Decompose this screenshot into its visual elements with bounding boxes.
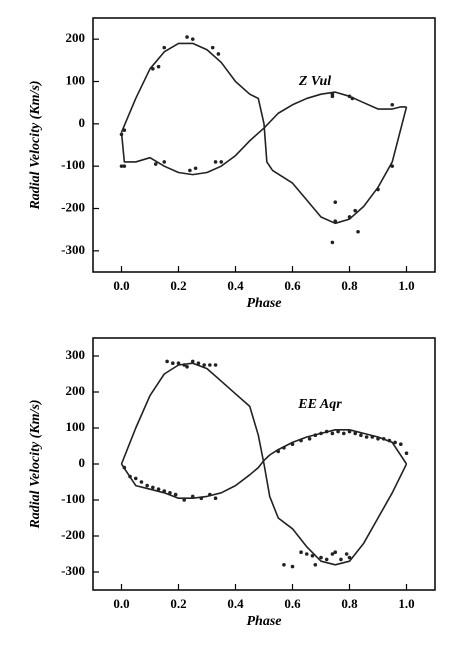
data-point	[216, 52, 221, 56]
data-point	[162, 45, 167, 50]
data-point	[190, 359, 195, 364]
x-tick-label: 0.0	[113, 596, 129, 611]
data-point	[202, 363, 206, 367]
data-point	[310, 554, 315, 558]
data-point	[344, 552, 349, 556]
x-tick-label: 0.8	[341, 596, 358, 611]
data-point	[290, 564, 295, 569]
y-tick-label: 100	[66, 72, 86, 87]
x-tick-label: 0.4	[227, 596, 244, 611]
y-tick-label: -100	[61, 157, 85, 172]
data-point	[313, 563, 318, 567]
y-tick-label: -100	[61, 491, 85, 506]
data-point	[390, 164, 395, 168]
data-point	[307, 437, 312, 441]
data-point	[213, 160, 218, 164]
y-tick-label: -200	[61, 199, 85, 214]
y-tick-label: 0	[79, 115, 86, 130]
curve	[120, 91, 407, 176]
x-tick-label: 0.6	[284, 596, 301, 611]
data-point	[333, 550, 338, 554]
data-point	[342, 431, 346, 436]
data-point	[219, 160, 224, 164]
data-point	[390, 102, 395, 107]
data-point	[330, 431, 335, 436]
data-point	[193, 166, 198, 171]
data-point	[324, 557, 329, 562]
y-tick-label: -300	[61, 563, 85, 578]
data-point	[319, 555, 323, 560]
data-point	[185, 35, 189, 39]
data-point	[210, 45, 215, 50]
y-tick-label: 0	[79, 455, 86, 470]
data-point	[122, 164, 127, 168]
x-tick-label: 0.2	[170, 596, 186, 611]
data-point	[185, 365, 189, 369]
data-point	[213, 496, 218, 501]
data-point	[153, 162, 158, 166]
x-axis-label: Phase	[247, 614, 282, 629]
data-point	[156, 487, 161, 492]
data-point	[168, 491, 172, 495]
data-point	[139, 480, 144, 484]
data-point	[162, 160, 167, 164]
data-point	[151, 485, 155, 490]
data-point	[364, 435, 369, 439]
data-point	[282, 563, 286, 567]
data-point	[399, 442, 403, 447]
data-point	[173, 492, 178, 497]
data-point	[188, 168, 192, 173]
data-point	[213, 363, 218, 367]
data-point	[333, 200, 338, 204]
y-tick-label: -200	[61, 527, 85, 542]
data-point	[353, 208, 358, 213]
data-point	[347, 555, 352, 560]
y-axis-label: Radial Velocity (Km/s)	[28, 399, 43, 529]
x-tick-label: 1.0	[398, 596, 414, 611]
annotation: Z Vul	[298, 74, 331, 89]
y-tick-label: 100	[66, 419, 86, 434]
data-point	[133, 476, 138, 481]
plot-frame	[92, 17, 436, 273]
data-point	[156, 64, 161, 69]
data-point	[393, 440, 397, 445]
x-tick-label: 1.0	[398, 278, 414, 293]
data-point	[359, 433, 363, 438]
data-point	[182, 498, 186, 502]
annotation: EE Aqr	[297, 397, 342, 412]
data-point	[190, 37, 195, 41]
y-tick-label: 200	[66, 383, 86, 398]
curve	[120, 42, 408, 225]
x-tick-label: 0.6	[284, 278, 301, 293]
y-tick-label: 200	[66, 30, 86, 45]
x-tick-label: 0.4	[227, 278, 244, 293]
y-tick-label: -300	[61, 242, 85, 257]
data-point	[356, 229, 360, 234]
x-tick-label: 0.0	[113, 278, 129, 293]
data-point	[299, 550, 303, 554]
curve	[120, 429, 408, 499]
data-point	[208, 363, 212, 367]
data-point	[171, 361, 175, 366]
data-point	[145, 483, 149, 488]
data-point	[151, 67, 155, 71]
x-tick-label: 0.2	[170, 278, 186, 293]
y-tick-label: 300	[66, 347, 86, 362]
data-point	[336, 429, 340, 434]
data-point	[119, 164, 124, 168]
data-point	[330, 240, 335, 245]
data-point	[404, 451, 409, 456]
data-point	[304, 552, 309, 556]
data-point	[339, 557, 343, 562]
y-axis-label: Radial Velocity (Km/s)	[28, 80, 43, 210]
x-tick-label: 0.8	[341, 278, 358, 293]
x-axis-label: Phase	[247, 296, 282, 311]
data-point	[353, 431, 358, 436]
data-point	[196, 361, 201, 366]
data-point	[165, 359, 169, 364]
curve	[120, 362, 408, 566]
data-point	[330, 552, 335, 556]
